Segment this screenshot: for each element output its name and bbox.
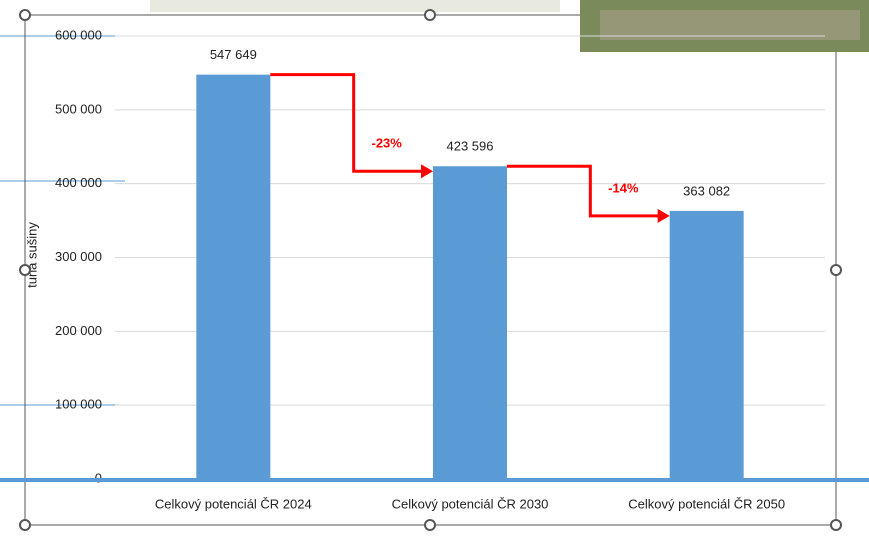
arrow: [270, 73, 423, 173]
photo-detail: [600, 10, 860, 40]
y-tick-label: 400 000: [55, 175, 102, 190]
x-tick-label: Celkový potenciál ČR 2024: [155, 496, 312, 511]
y-tick-label: 500 000: [55, 101, 102, 116]
x-tick-label: Celkový potenciál ČR 2030: [392, 496, 549, 511]
bar: [669, 210, 744, 480]
change-label: -23%: [371, 136, 402, 151]
arrow: [507, 164, 660, 218]
value-label: 423 596: [447, 139, 494, 154]
change-label: -14%: [608, 180, 639, 195]
y-tick-label: 100 000: [55, 397, 102, 412]
bar: [196, 74, 271, 479]
bar: [433, 166, 507, 480]
y-tick-label: 600 000: [55, 27, 102, 42]
y-tick-label: 200 000: [55, 323, 102, 338]
arrow-head: [657, 208, 670, 223]
x-tick-label: Celkový potenciál ČR 2050: [628, 496, 785, 511]
y-tick-label: 0: [95, 470, 102, 485]
value-label: 363 082: [683, 183, 730, 198]
value-label: 547 649: [210, 47, 257, 62]
arrow-head: [421, 164, 433, 179]
handles: [19, 9, 842, 531]
y-tick-label: 300 000: [55, 249, 102, 264]
y-axis-title: tuna sušiny: [24, 222, 39, 288]
plot: 0 100 000 200 000 300 000 400 000 500 000 600 …: [55, 27, 825, 511]
background-image: [150, 0, 560, 12]
